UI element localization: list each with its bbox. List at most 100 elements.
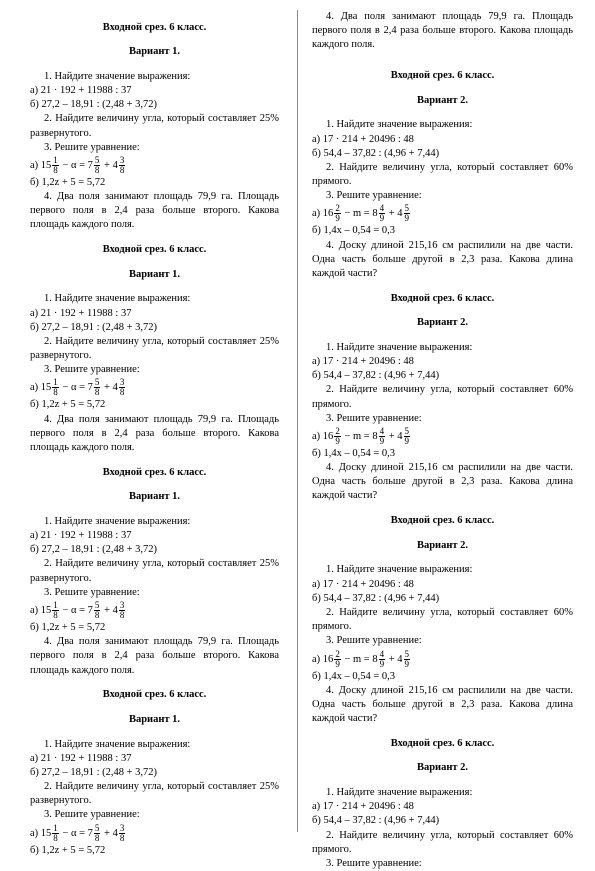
v1-q1b: б) 27,2 – 18,91 : (2,48 + 3,72) [30, 321, 279, 335]
v1-q1a: а) 21 · 192 + 11988 : 37 [30, 84, 279, 98]
v1-q3: 3. Решите уравнение: [30, 586, 279, 600]
v2-q3b: б) 1,4x – 0,54 = 0,3 [312, 447, 573, 461]
v2-q3b: б) 1,4x – 0,54 = 0,3 [312, 670, 573, 684]
v2-q3a: а) 1629 − m = 849 + 459 [312, 650, 573, 669]
v1-q2: 2. Найдите величину угла, который состав… [30, 780, 279, 808]
v2-q3: 3. Решите уравнение: [312, 189, 573, 203]
variant1-block: Входной срез. 6 класс. Вариант 1. 1. Най… [30, 688, 279, 858]
v2-title: Входной срез. 6 класс. [312, 292, 573, 306]
v2-q1: 1. Найдите значение выражения: [312, 118, 573, 132]
v2-q1b: б) 54,4 – 37,82 : (4,96 + 7,44) [312, 814, 573, 828]
v2-q4: 4. Доску длиной 215,16 см распилили на д… [312, 461, 573, 504]
v2-title: Входной срез. 6 класс. [312, 737, 573, 751]
variant2-block: Входной срез. 6 класс. Вариант 2. 1. Най… [312, 514, 573, 726]
v2-q1a: а) 17 · 214 + 20496 : 48 [312, 800, 573, 814]
v2-q1a: а) 17 · 214 + 20496 : 48 [312, 355, 573, 369]
v2-q3a: а) 1629 − m = 849 + 459 [312, 427, 573, 446]
v2-q4: 4. Доску длиной 215,16 см распилили на д… [312, 239, 573, 282]
variant2-block: Входной срез. 6 класс. Вариант 2. 1. Най… [312, 292, 573, 504]
fraction: 18 [52, 824, 59, 843]
fraction: 38 [119, 601, 126, 620]
v1-q3: 3. Решите уравнение: [30, 141, 279, 155]
eq-part: + 4 [101, 160, 117, 171]
eq-part: а) 15 [30, 827, 51, 838]
v1-q1: 1. Найдите значение выражения: [30, 738, 279, 752]
eq-part: а) 16 [312, 208, 333, 219]
v2-q1b: б) 54,4 – 37,82 : (4,96 + 7,44) [312, 592, 573, 606]
fraction: 58 [94, 378, 101, 397]
fraction: 38 [119, 378, 126, 397]
eq-part: а) 15 [30, 382, 51, 393]
v1-q4: 4. Два поля занимают площадь 79,9 га. Пл… [30, 190, 279, 233]
v1-q3a: а) 1518 − α = 758 + 438 [30, 156, 279, 175]
v1-q3b: б) 1,2z + 5 = 5,72 [30, 621, 279, 635]
eq-part: а) 15 [30, 160, 51, 171]
left-column: Входной срез. 6 класс. Вариант 1. 1. Най… [0, 10, 297, 832]
v1-q3: 3. Решите уравнение: [30, 808, 279, 822]
fraction: 18 [52, 601, 59, 620]
eq-part: − m = 8 [342, 208, 378, 219]
v1-q3b: б) 1,2z + 5 = 5,72 [30, 844, 279, 858]
fraction: 38 [119, 156, 126, 175]
page: Входной срез. 6 класс. Вариант 1. 1. Най… [0, 0, 595, 842]
v1-subtitle: Вариант 1. [30, 490, 279, 504]
eq-part: а) 16 [312, 431, 333, 442]
v1-title: Входной срез. 6 класс. [30, 21, 279, 35]
fraction: 18 [52, 156, 59, 175]
variant2-block: Входной срез. 6 класс. Вариант 2. 1. Най… [312, 737, 573, 871]
v1-q4: 4. Два поля занимают площадь 79,9 га. Пл… [30, 413, 279, 456]
fraction: 38 [119, 824, 126, 843]
v2-q1b: б) 54,4 – 37,82 : (4,96 + 7,44) [312, 147, 573, 161]
eq-part: а) 15 [30, 605, 51, 616]
v2-q3: 3. Решите уравнение: [312, 857, 573, 871]
fraction: 29 [334, 650, 341, 669]
v1-q1a: а) 21 · 192 + 11988 : 37 [30, 307, 279, 321]
v2-q1: 1. Найдите значение выражения: [312, 563, 573, 577]
eq-part: а) 16 [312, 653, 333, 664]
v1-q1b: б) 27,2 – 18,91 : (2,48 + 3,72) [30, 98, 279, 112]
v1-subtitle: Вариант 1. [30, 45, 279, 59]
v2-q2: 2. Найдите величину угла, который состав… [312, 829, 573, 857]
v1-q2: 2. Найдите величину угла, который состав… [30, 335, 279, 363]
v1-q3a: а) 1518 − α = 758 + 438 [30, 378, 279, 397]
v1-q4: 4. Два поля занимают площадь 79,9 га. Пл… [30, 635, 279, 678]
v2-q1a: а) 17 · 214 + 20496 : 48 [312, 578, 573, 592]
v2-q3a: а) 1629 − m = 849 + 459 [312, 204, 573, 223]
v2-q1a: а) 17 · 214 + 20496 : 48 [312, 133, 573, 147]
eq-part: − α = 7 [60, 827, 93, 838]
trailing-q4: 4. Два поля занимают площадь 79,9 га. Пл… [312, 10, 573, 53]
v2-q3: 3. Решите уравнение: [312, 412, 573, 426]
fraction: 18 [52, 378, 59, 397]
v1-q2: 2. Найдите величину угла, который состав… [30, 557, 279, 585]
v1-title: Входной срез. 6 класс. [30, 688, 279, 702]
eq-part: + 4 [386, 653, 402, 664]
v1-q1: 1. Найдите значение выражения: [30, 292, 279, 306]
v2-q3: 3. Решите уравнение: [312, 634, 573, 648]
eq-part: + 4 [101, 605, 117, 616]
v2-title: Входной срез. 6 класс. [312, 69, 573, 83]
v1-title: Входной срез. 6 класс. [30, 466, 279, 480]
v2-q1: 1. Найдите значение выражения: [312, 341, 573, 355]
eq-part: − α = 7 [60, 382, 93, 393]
v2-title: Входной срез. 6 класс. [312, 514, 573, 528]
fraction: 49 [379, 427, 386, 446]
v2-subtitle: Вариант 2. [312, 94, 573, 108]
fraction: 58 [94, 601, 101, 620]
v2-q3b: б) 1,4x – 0,54 = 0,3 [312, 224, 573, 238]
v1-q3b: б) 1,2z + 5 = 5,72 [30, 398, 279, 412]
eq-part: + 4 [386, 431, 402, 442]
v1-q3a: а) 1518 − α = 758 + 438 [30, 824, 279, 843]
v2-subtitle: Вариант 2. [312, 761, 573, 775]
v2-q2: 2. Найдите величину угла, который состав… [312, 606, 573, 634]
v1-q3: 3. Решите уравнение: [30, 363, 279, 377]
fraction: 58 [94, 156, 101, 175]
v1-q3b: б) 1,2z + 5 = 5,72 [30, 176, 279, 190]
eq-part: + 4 [386, 208, 402, 219]
fraction: 29 [334, 427, 341, 446]
fraction: 58 [94, 824, 101, 843]
eq-part: − m = 8 [342, 653, 378, 664]
v2-q1b: б) 54,4 – 37,82 : (4,96 + 7,44) [312, 369, 573, 383]
eq-part: − m = 8 [342, 431, 378, 442]
v1-title: Входной срез. 6 класс. [30, 243, 279, 257]
v1-q1b: б) 27,2 – 18,91 : (2,48 + 3,72) [30, 766, 279, 780]
